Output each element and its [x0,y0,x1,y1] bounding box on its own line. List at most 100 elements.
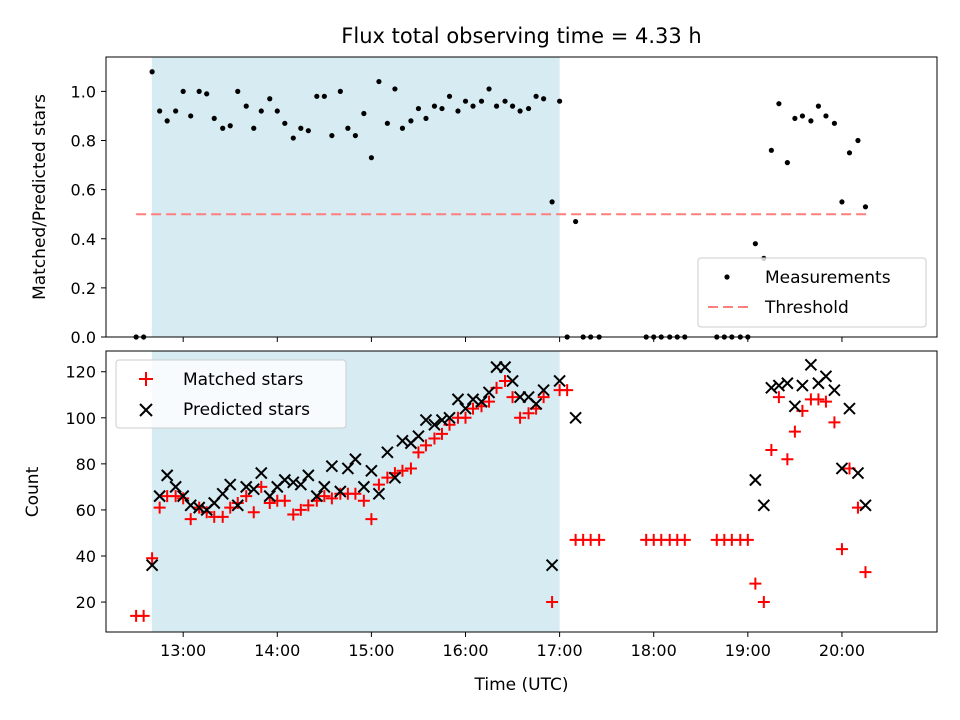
top-panel: 0.0 0.2 0.4 0.6 0.8 1.0 Matched/Predicted sta… [30,56,938,347]
measurement-point [157,108,163,114]
chart-title: Flux total observing time = 4.33 h [341,24,701,48]
matched-point [294,503,307,516]
legend-predicted: Predicted stars [183,400,310,420]
measurement-point [768,147,774,153]
measurement-point [329,132,335,139]
bottom-y-axis: 20 40 60 80 100 120 [65,363,106,612]
x-tick-label: 13:00 [160,641,206,660]
predicted-point [357,480,371,494]
predicted-point [828,383,841,397]
predicted-point [302,469,315,482]
matched-point [435,427,448,440]
measurement-point [188,113,194,119]
predicted-point [765,381,778,395]
measurement-point [446,93,453,99]
top-frame [105,56,938,338]
predicted-point [388,471,402,484]
predicted-point [859,499,872,512]
bottom-legend: Matched stars Predicted stars [115,359,347,429]
measurement-point [258,108,264,114]
measurement-point [855,137,861,144]
top-y-axis: 0.0 0.2 0.4 0.6 0.8 1.0 [71,82,106,347]
measurement-point [493,103,500,109]
matched-point [772,391,785,404]
matched-point [240,490,253,503]
matched-point [287,508,300,521]
top-y-tick-label: 1.0 [71,82,96,101]
predicted-point [231,499,244,512]
matched-point [216,510,229,523]
measurement-point [557,98,563,104]
measurement-point [509,103,516,109]
measurement-point [267,96,273,102]
predicted-point [160,469,174,482]
matched-point [396,464,409,477]
bottom-frame [105,350,938,633]
top-y-tick-label: 0.2 [71,279,96,298]
x-tick-label: 17:00 [537,641,583,660]
measurement-point [399,125,406,131]
matched-point [278,494,291,507]
predicted-point [334,485,347,498]
predicted-point [428,418,441,431]
measurement-point [792,115,798,122]
predicted-point [851,466,865,480]
predicted-point [835,462,849,475]
matched-point [812,393,825,406]
matched-point [153,501,166,514]
matched-point [263,497,276,510]
measurement-point [549,199,555,205]
predicted-point [176,489,190,503]
predicted-point [372,487,386,501]
legend-predicted-marker [139,403,153,417]
matched-point [419,439,432,452]
matched-point [819,395,832,408]
predicted-point [482,386,496,399]
bottom-y-tick-label: 80 [76,455,96,474]
predicted-point [475,395,488,408]
predicted-point [529,397,543,411]
predicted-point [349,453,362,466]
matched-point [365,513,378,526]
matched-point [302,499,315,512]
measurement-point [831,120,838,126]
matched-point [318,490,331,503]
legend-measurement-marker [724,274,730,280]
predicted-point [819,370,833,383]
legend-matched-marker [139,372,153,386]
matched-point [506,391,519,404]
predicted-point [341,462,355,475]
measurement-point [478,98,485,104]
measurement-point [784,160,790,166]
top-shaded-span [151,57,560,337]
matched-point [247,506,260,519]
measurement-point [439,105,445,112]
measurement-point [470,103,476,109]
matched-point [499,374,512,387]
predicted-point [749,473,762,487]
matched-point [137,609,150,622]
matched-point [428,432,441,445]
predicted-point [381,446,394,459]
predicted-point [545,558,559,572]
measurement-point [862,204,869,210]
measurement-point [776,101,782,107]
measurement-point [345,125,351,131]
measurement-point [533,93,539,99]
predicted-point [498,360,512,374]
predicted-point [255,466,268,480]
predicted-point [569,411,582,425]
matched-point [177,492,190,505]
measurement-point [243,103,249,109]
predicted-point [757,499,771,512]
matched-point [381,471,394,484]
predicted-point [263,489,276,503]
matched-points [130,374,872,622]
matched-point [546,596,559,609]
matched-point [325,492,338,505]
measurement-point [220,125,226,131]
matched-point [231,497,244,510]
measurement-point [251,125,257,131]
matched-point [678,533,691,546]
